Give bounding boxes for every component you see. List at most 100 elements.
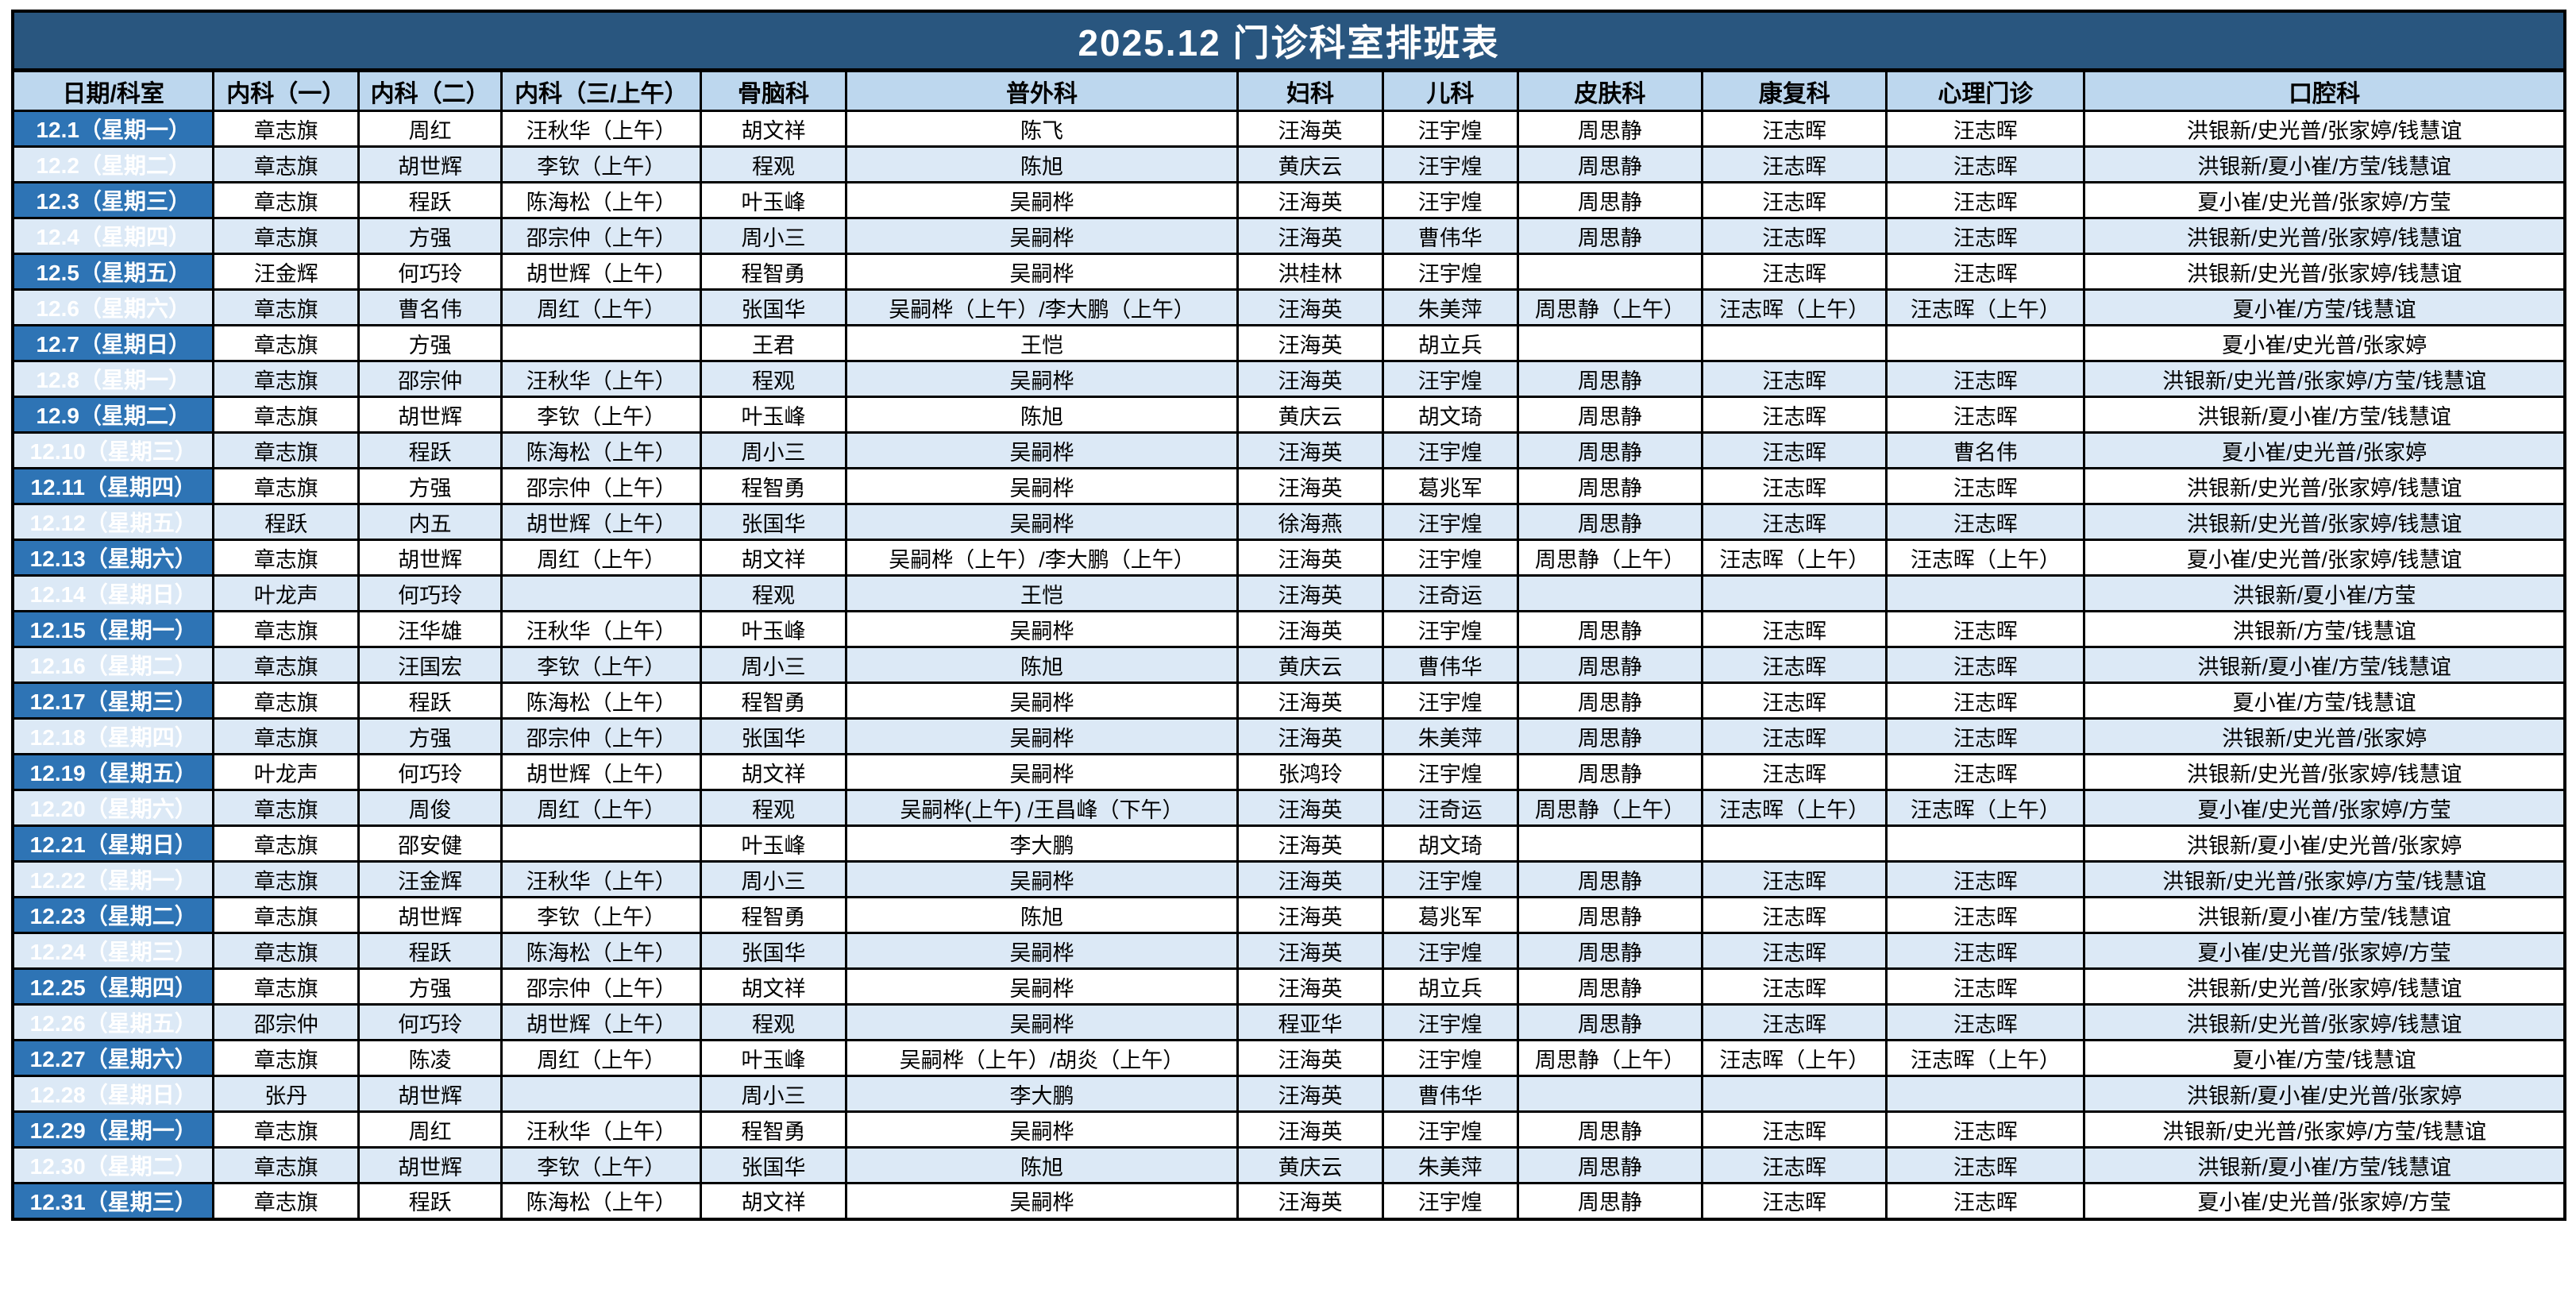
schedule-cell: 洪银新/夏小崔/史光普/张家婷 bbox=[2083, 824, 2566, 863]
schedule-cell: 胡世辉（上午） bbox=[500, 253, 703, 291]
schedule-cell: 方强 bbox=[357, 717, 503, 755]
schedule-cell: 章志旗 bbox=[212, 110, 360, 148]
schedule-cell: 陈飞 bbox=[844, 110, 1240, 148]
schedule-cell: 胡世辉 bbox=[357, 1146, 503, 1184]
schedule-cell: 夏小崔/方莹/钱慧谊 bbox=[2083, 288, 2566, 326]
table-row: 12.23（星期二） 章志旗 胡世辉 李钦（上午） 程智勇 陈旭 汪海英 葛兆军 周思静 汪志晖汪… bbox=[11, 896, 2566, 934]
date-cell: 12.8（星期一） bbox=[11, 360, 215, 398]
schedule-cell: 洪银新/史光普/张家婷/钱慧谊 bbox=[2083, 503, 2566, 541]
schedule-cell: 汪宇煌 bbox=[1381, 1110, 1519, 1149]
schedule-cell: 胡立兵 bbox=[1381, 324, 1519, 362]
schedule-cell: 胡世辉 bbox=[357, 396, 503, 434]
table-row: 12.11（星期四） 章志旗 方强 邵宗仲（上午） 程智勇 吴嗣桦 汪海英 葛兆军 周思静 汪志晖… bbox=[11, 467, 2566, 505]
schedule-cell: 汪秋华（上午） bbox=[500, 860, 703, 898]
schedule-cell: 周思静 bbox=[1516, 646, 1704, 684]
schedule-cell: 程观 bbox=[700, 1003, 847, 1041]
table-row: 12.15（星期一） 章志旗 汪华雄 汪秋华（上午） 叶玉峰 吴嗣桦 汪海英 汪宇煌 周思静 汪志… bbox=[11, 610, 2566, 648]
schedule-cell: 章志旗 bbox=[212, 396, 360, 434]
schedule-cell: 程观 bbox=[700, 574, 847, 612]
schedule-cell: 程智勇 bbox=[700, 253, 847, 291]
date-cell: 12.7（星期日） bbox=[11, 324, 215, 362]
column-header-dermatology: 皮肤科 bbox=[1516, 70, 1704, 112]
schedule-cell: 周思静 bbox=[1516, 360, 1704, 398]
schedule-cell: 方强 bbox=[357, 467, 503, 505]
schedule-cell: 吴嗣桦 bbox=[844, 253, 1240, 291]
schedule-cell: 洪银新/夏小崔/方莹/钱慧谊 bbox=[2083, 1146, 2566, 1184]
schedule-cell: 汪志晖 bbox=[1885, 1182, 2086, 1220]
schedule-cell: 汪志晖 bbox=[1701, 932, 1888, 970]
schedule-cell: 汪奇运 bbox=[1381, 789, 1519, 827]
schedule-cell: 胡文祥 bbox=[700, 539, 847, 577]
table-row: 12.7（星期日） 章志旗 方强 王君 王恺 汪海英 胡立兵 夏小崔/史光普/张家婷 bbox=[11, 324, 2566, 362]
date-cell: 12.13（星期六） bbox=[11, 539, 215, 577]
schedule-cell: 章志旗 bbox=[212, 1146, 360, 1184]
schedule-cell: 汪海英 bbox=[1236, 431, 1384, 469]
schedule-cell bbox=[1701, 1075, 1888, 1113]
schedule-cell: 周思静 bbox=[1516, 145, 1704, 183]
schedule-cell: 邵宗仲（上午） bbox=[500, 967, 703, 1006]
schedule-cell: 叶龙声 bbox=[212, 753, 360, 791]
date-cell: 12.22（星期一） bbox=[11, 860, 215, 898]
schedule-cell: 吴嗣桦 bbox=[844, 467, 1240, 505]
schedule-cell: 汪志晖 bbox=[1701, 896, 1888, 934]
schedule-cell: 周思静 bbox=[1516, 181, 1704, 219]
schedule-cell: 章志旗 bbox=[212, 789, 360, 827]
schedule-cell: 何巧玲 bbox=[357, 574, 503, 612]
table-row: 12.6（星期六） 章志旗 曹名伟 周红（上午） 张国华 吴嗣桦（上午）/李大鹏（上午）汪… bbox=[11, 288, 2566, 326]
schedule-cell: 汪志晖（上午） bbox=[1701, 1039, 1888, 1077]
schedule-cell: 方强 bbox=[357, 324, 503, 362]
table-row: 12.1（星期一） 章志旗 周红 汪秋华（上午） 胡文祥 陈飞 汪海英 汪宇煌 周思静 汪志晖 汪志… bbox=[11, 110, 2566, 148]
schedule-cell: 汪海英 bbox=[1236, 574, 1384, 612]
table-row: 12.20（星期六） 章志旗 周俊 周红（上午） 程观 吴嗣桦(上午) /王昌峰（下午）汪… bbox=[11, 789, 2566, 827]
schedule-cell: 李钦（上午） bbox=[500, 396, 703, 434]
schedule-cell: 周思静 bbox=[1516, 1146, 1704, 1184]
schedule-cell bbox=[1701, 324, 1888, 362]
schedule-cell: 周思静（上午） bbox=[1516, 789, 1704, 827]
schedule-cell: 汪志晖 bbox=[1885, 860, 2086, 898]
table-row: 12.10（星期三） 章志旗 程跃 陈海松（上午） 周小三 吴嗣桦 汪海英 汪宇煌 周思静 汪志晖… bbox=[11, 431, 2566, 469]
date-cell: 12.2（星期二） bbox=[11, 145, 215, 183]
schedule-cell: 汪奇运 bbox=[1381, 574, 1519, 612]
schedule-cell: 周思静 bbox=[1516, 896, 1704, 934]
date-cell: 12.18（星期四） bbox=[11, 717, 215, 755]
schedule-cell: 汪海英 bbox=[1236, 1039, 1384, 1077]
schedule-cell bbox=[1516, 324, 1704, 362]
schedule-cell: 陈旭 bbox=[844, 1146, 1240, 1184]
schedule-cell: 胡文祥 bbox=[700, 967, 847, 1006]
schedule-cell: 吴嗣桦（上午）/李大鹏（上午） bbox=[844, 539, 1240, 577]
schedule-cell bbox=[1516, 253, 1704, 291]
schedule-cell: 程观 bbox=[700, 789, 847, 827]
schedule-cell: 葛兆军 bbox=[1381, 467, 1519, 505]
schedule-cell: 黄庆云 bbox=[1236, 396, 1384, 434]
schedule-cell: 曹伟华 bbox=[1381, 217, 1519, 255]
date-cell: 12.20（星期六） bbox=[11, 789, 215, 827]
schedule-cell: 周思静 bbox=[1516, 503, 1704, 541]
schedule-cell: 章志旗 bbox=[212, 324, 360, 362]
table-row: 12.24（星期三） 章志旗 程跃 陈海松（上午） 张国华 吴嗣桦 汪海英 汪宇煌 周思静 汪志晖… bbox=[11, 932, 2566, 970]
date-cell: 12.27（星期六） bbox=[11, 1039, 215, 1077]
schedule-cell bbox=[1885, 824, 2086, 863]
schedule-cell: 胡世辉 bbox=[357, 145, 503, 183]
schedule-cell: 王恺 bbox=[844, 574, 1240, 612]
schedule-cell: 汪宇煌 bbox=[1381, 539, 1519, 577]
date-cell: 12.29（星期一） bbox=[11, 1110, 215, 1149]
schedule-cell: 周思静 bbox=[1516, 932, 1704, 970]
schedule-cell: 洪银新/夏小崔/方莹 bbox=[2083, 574, 2566, 612]
schedule-cell: 程跃 bbox=[357, 932, 503, 970]
schedule-cell: 曹名伟 bbox=[357, 288, 503, 326]
schedule-cell: 周思静 bbox=[1516, 1182, 1704, 1220]
schedule-cell: 汪志晖 bbox=[1701, 253, 1888, 291]
schedule-cell: 何巧玲 bbox=[357, 1003, 503, 1041]
schedule-cell: 章志旗 bbox=[212, 1182, 360, 1220]
schedule-cell: 周思静 bbox=[1516, 467, 1704, 505]
table-row: 12.16（星期二） 章志旗 汪国宏 李钦（上午） 周小三 陈旭 黄庆云 曹伟华 周思静 汪志晖汪… bbox=[11, 646, 2566, 684]
schedule-cell: 洪桂林 bbox=[1236, 253, 1384, 291]
schedule-cell: 黄庆云 bbox=[1236, 145, 1384, 183]
schedule-cell: 汪志晖 bbox=[1701, 181, 1888, 219]
schedule-cell: 汪宇煌 bbox=[1381, 932, 1519, 970]
schedule-cell: 汪志晖 bbox=[1885, 217, 2086, 255]
schedule-cell: 汪志晖 bbox=[1885, 467, 2086, 505]
table-row: 12.26（星期五） 邵宗仲 何巧玲 胡世辉（上午） 程观 吴嗣桦 程亚华 汪宇煌 周思静 汪志晖… bbox=[11, 1003, 2566, 1041]
schedule-cell: 章志旗 bbox=[212, 145, 360, 183]
date-cell: 12.23（星期二） bbox=[11, 896, 215, 934]
